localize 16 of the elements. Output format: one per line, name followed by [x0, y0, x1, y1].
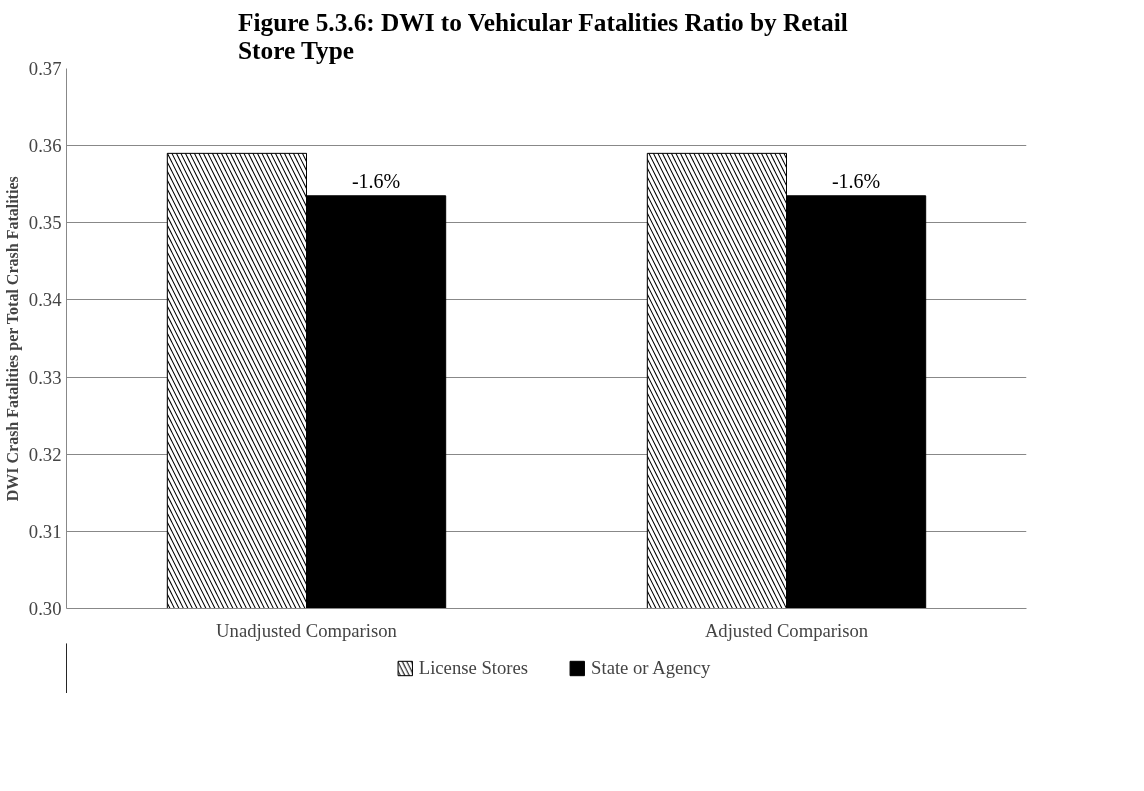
y-tick-label: 0.37	[28, 58, 62, 79]
y-tick-label: 0.34	[28, 289, 63, 311]
annotation: -1.6%	[351, 169, 401, 192]
y-tick-label: 0.35	[28, 212, 62, 234]
chart-title: Figure 5.3.6: DWI to Vehicular Fatalities Ratio by Retail Store Type	[238, 7, 848, 64]
legend-label: State or Agency	[591, 657, 711, 679]
y-tick-label: 0.33	[28, 366, 62, 388]
y-axis-title: DWI Crash Fatalities per Total Crash Fatalities	[3, 176, 22, 502]
annotation: -1.6%	[831, 169, 881, 192]
x-tick-label: Adjusted Comparison	[704, 619, 869, 641]
y-tick-label: 0.32	[28, 443, 62, 465]
y-tick-label: 0.36	[28, 135, 62, 157]
y-tick-label: 0.30	[28, 598, 62, 619]
legend-label: License Stores	[418, 657, 529, 679]
y-tick-label: 0.31	[28, 520, 62, 542]
x-tick-label: Unadjusted Comparison	[216, 619, 398, 641]
